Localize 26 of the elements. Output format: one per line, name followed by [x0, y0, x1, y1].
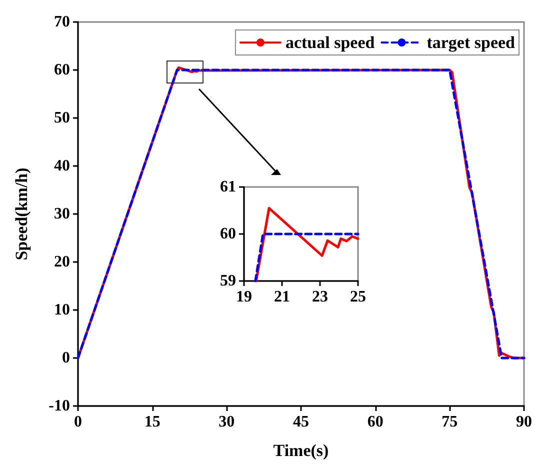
y-tick-label: 61	[220, 178, 236, 196]
x-tick-label: 45	[293, 414, 309, 430]
x-tick-label: 21	[274, 288, 290, 306]
x-axis-title: Time(s)	[273, 441, 329, 460]
y-tick-label: 70	[54, 14, 70, 30]
x-tick-label: 23	[312, 288, 328, 306]
x-tick-label: 75	[442, 414, 458, 430]
y-tick-label: 60	[220, 226, 236, 242]
y-tick-label: 50	[54, 110, 70, 126]
y-tick-label: 30	[54, 206, 70, 222]
x-tick-label: 60	[367, 414, 384, 430]
x-tick-label: 15	[144, 414, 160, 430]
y-tick-label: 59	[220, 272, 236, 290]
x-tick-label: 0	[74, 414, 82, 430]
legend-label: target speed	[426, 33, 516, 52]
y-axis-title: Speed(km/h)	[12, 168, 31, 260]
y-tick-label: 60	[54, 62, 70, 78]
x-tick-label: 25	[350, 288, 366, 306]
x-tick-label: 19	[236, 288, 252, 306]
legend-label: actual speed	[285, 33, 376, 52]
y-tick-label: 0	[62, 350, 70, 366]
y-tick-label: 40	[54, 158, 70, 174]
y-tick-label: 20	[54, 254, 70, 270]
y-tick-label: 10	[54, 302, 70, 318]
x-tick-label: 90	[516, 414, 532, 430]
y-tick-label: -10	[48, 398, 70, 414]
